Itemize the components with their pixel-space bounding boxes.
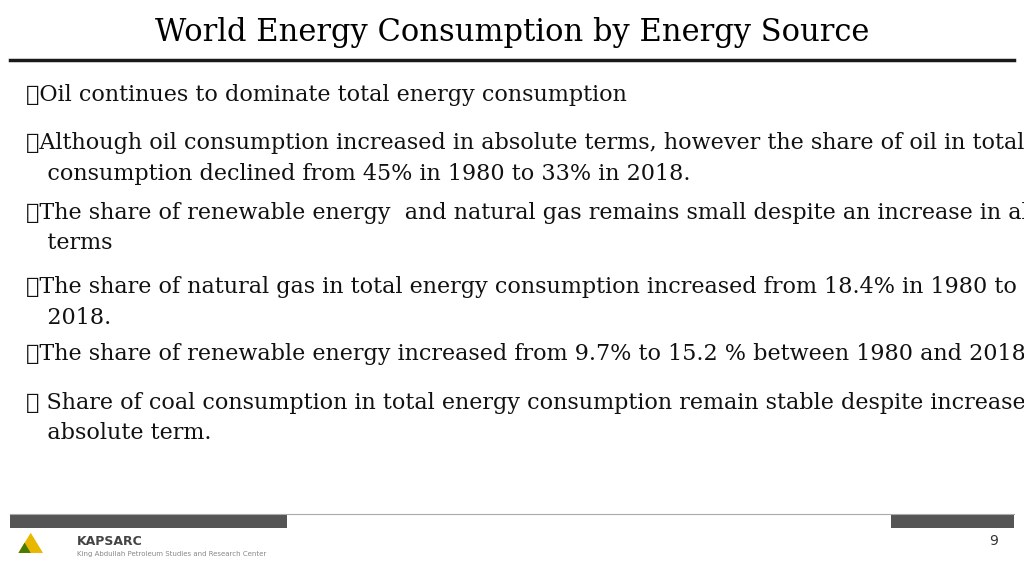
Text: ➤The share of natural gas in total energy consumption increased from 18.4% in 19: ➤The share of natural gas in total energ… — [26, 276, 1024, 329]
Text: 9: 9 — [989, 535, 998, 548]
Text: World Energy Consumption by Energy Source: World Energy Consumption by Energy Sourc… — [155, 17, 869, 48]
Text: ➤The share of renewable energy  and natural gas remains small despite an increas: ➤The share of renewable energy and natur… — [26, 202, 1024, 254]
Bar — [891, 514, 1014, 528]
Text: ➤Oil continues to dominate total energy consumption: ➤Oil continues to dominate total energy … — [26, 84, 627, 105]
Text: KAPSARC: KAPSARC — [77, 535, 142, 548]
Polygon shape — [18, 533, 43, 553]
Bar — [10, 514, 287, 528]
Text: ➤ Share of coal consumption in total energy consumption remain stable despite in: ➤ Share of coal consumption in total ene… — [26, 392, 1024, 444]
Text: ➤Although oil consumption increased in absolute terms, however the share of oil : ➤Although oil consumption increased in a… — [26, 132, 1024, 185]
Text: ➤The share of renewable energy increased from 9.7% to 15.2 % between 1980 and 20: ➤The share of renewable energy increased… — [26, 343, 1024, 365]
Polygon shape — [18, 543, 31, 553]
Text: King Abdullah Petroleum Studies and Research Center: King Abdullah Petroleum Studies and Rese… — [77, 551, 266, 557]
